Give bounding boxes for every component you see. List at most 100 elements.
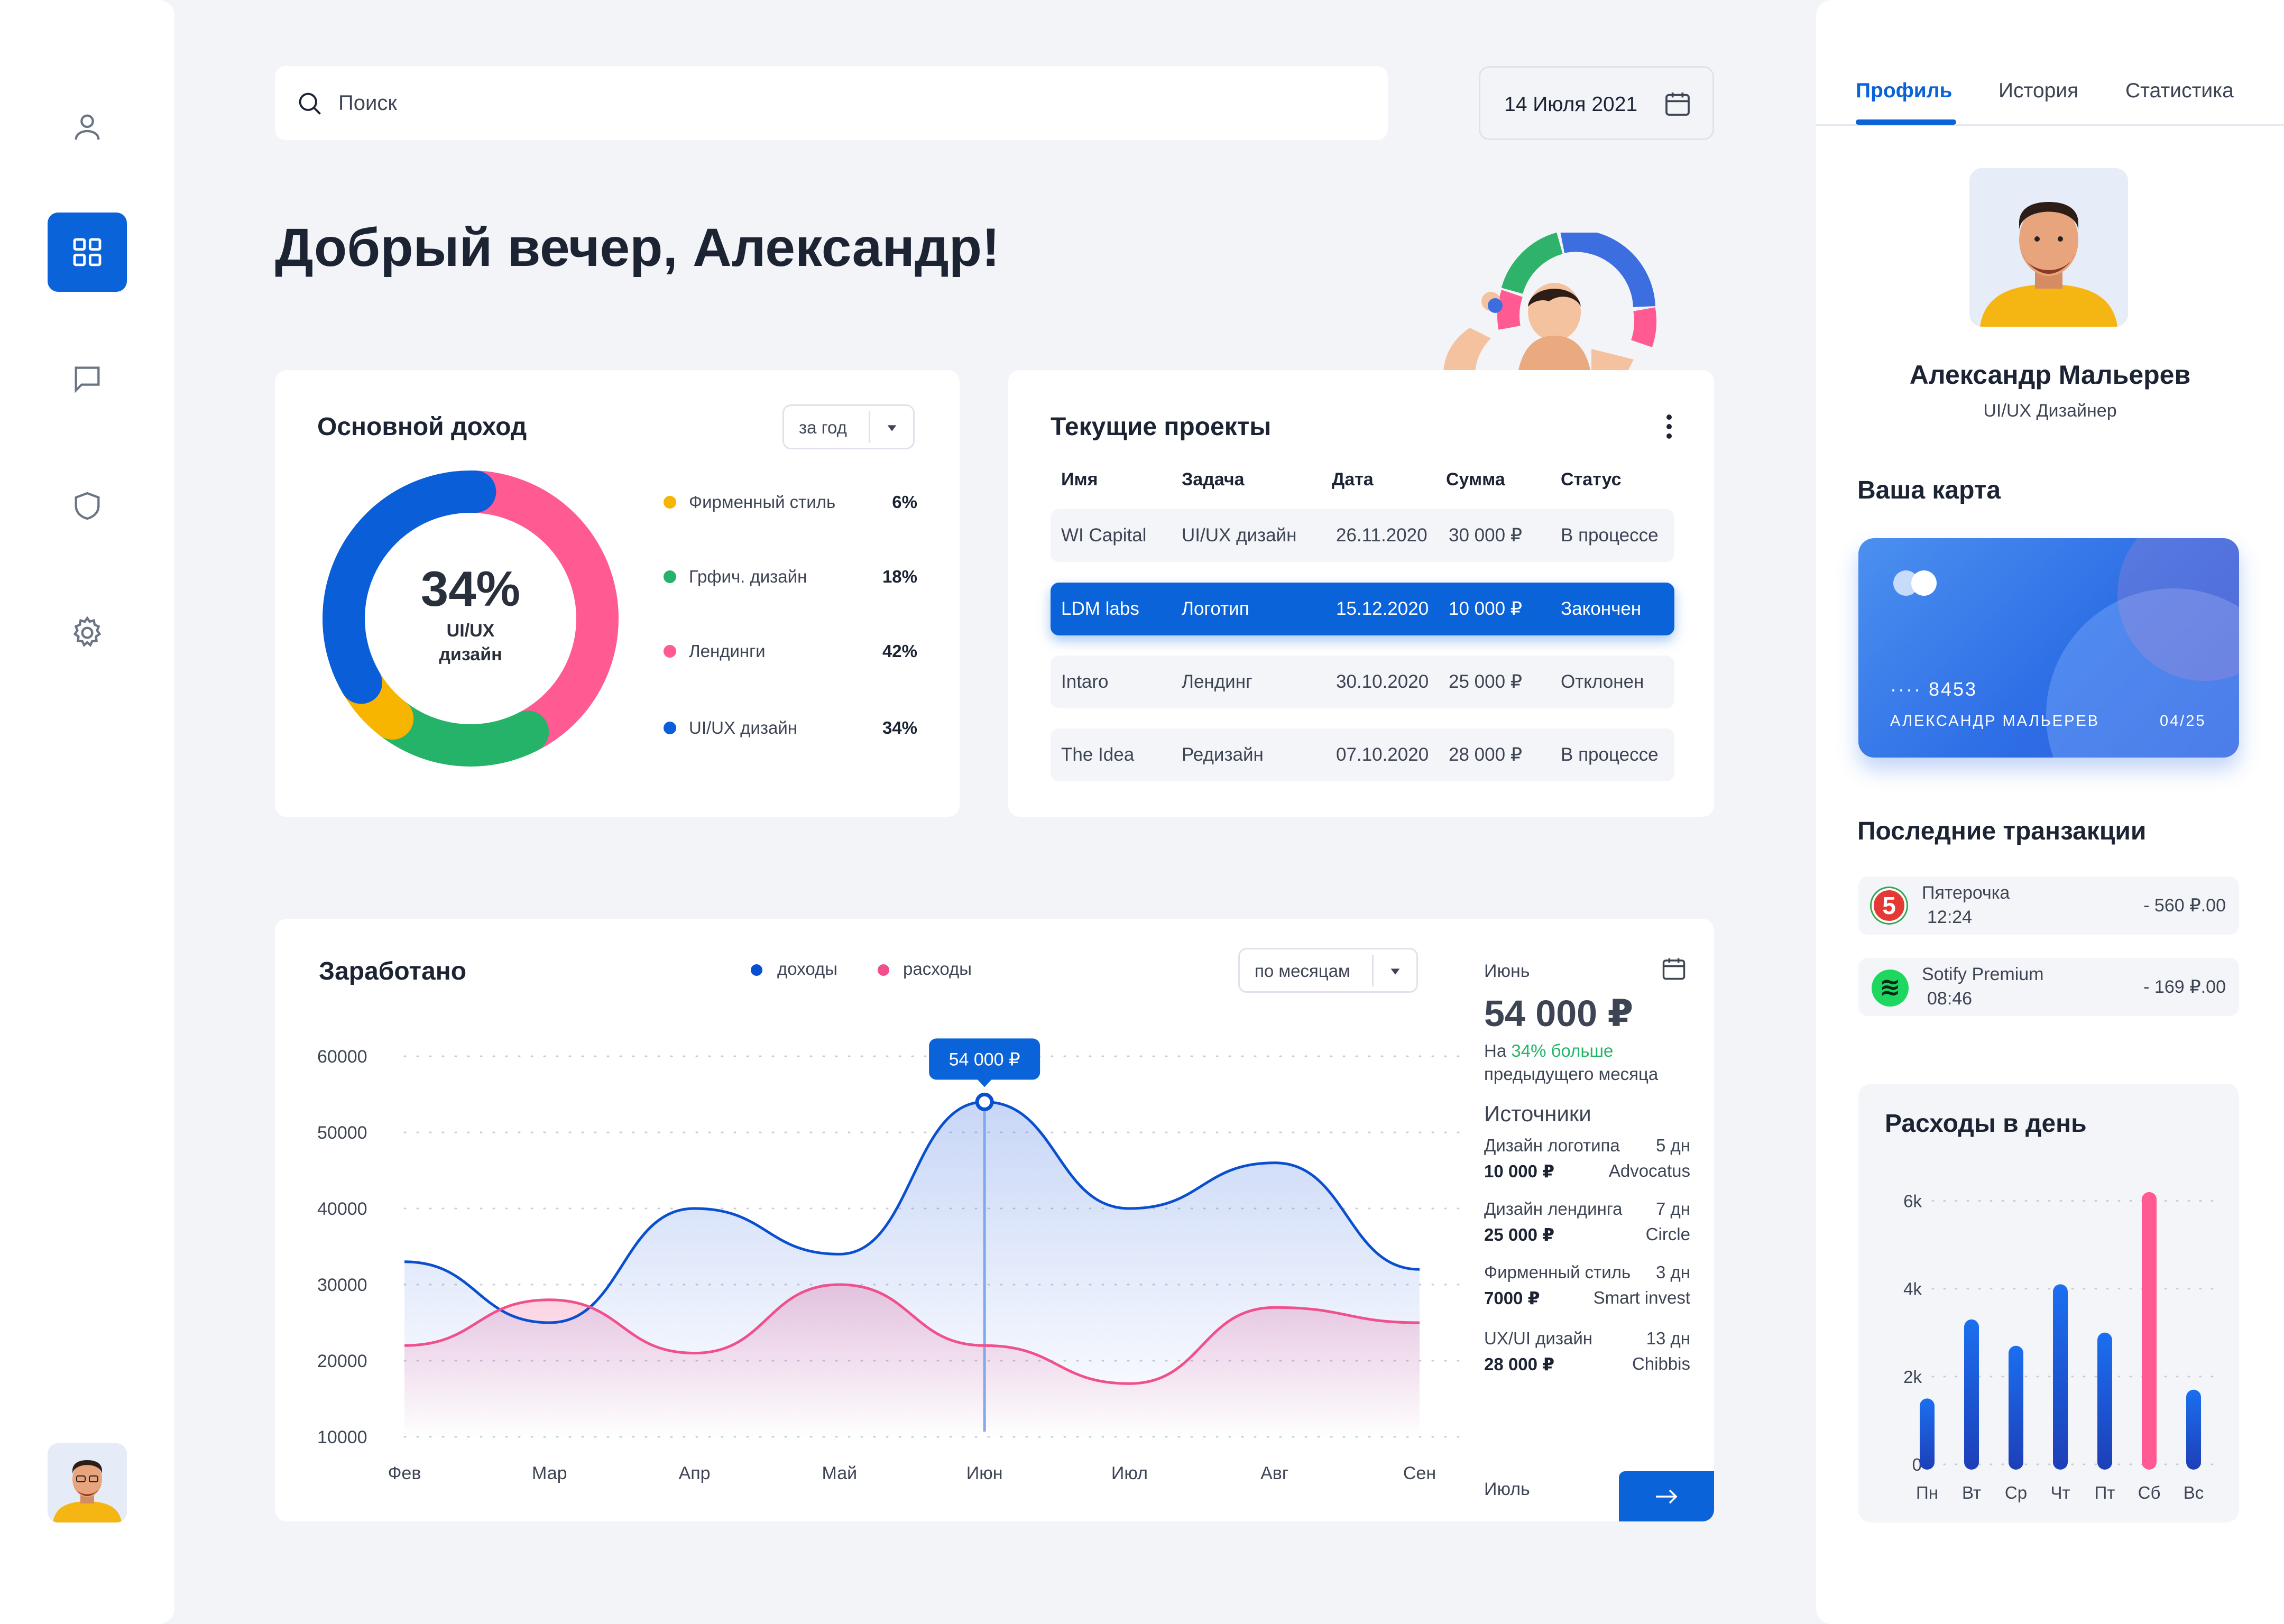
income-period-select[interactable]: за год [782, 404, 915, 449]
daily-expenses-bar-chart: 6k 4k 2k 0 Пн Вт Ср Чт Пт Сб Вс [1903, 1192, 2224, 1502]
source-item[interactable]: Дизайн логотипа 5 дн 10 000 ₽ Advocatus [1484, 1136, 1690, 1188]
y-tick-label: 4k [1903, 1279, 1922, 1299]
y-tick-label: 2k [1903, 1367, 1922, 1387]
right-tabs: Профиль История Статистика [1816, 0, 2284, 126]
source-client: Advocatus [1608, 1161, 1690, 1180]
x-tick-label: Фев [388, 1463, 421, 1483]
source-item[interactable]: Дизайн лендинга 7 дн 25 000 ₽ Circle [1484, 1199, 1690, 1252]
bar[interactable] [2097, 1332, 2112, 1470]
legend-dot [664, 496, 676, 509]
transaction-item[interactable]: ≋ Sotify Premium 08:46 - 169 ₽.00 [1858, 958, 2239, 1016]
transaction-time: 08:46 [1927, 989, 1973, 1009]
legend-dot-income [751, 964, 762, 976]
bar[interactable] [2186, 1389, 2201, 1470]
cell-sum: 25 000 ₽ [1449, 671, 1523, 692]
bar[interactable] [2142, 1192, 2157, 1470]
source-time: 3 дн [1655, 1262, 1690, 1282]
source-item[interactable]: UX/UI дизайн 13 дн 28 000 ₽ Chibbis [1484, 1328, 1690, 1381]
legend-item: Лендинги 42% [664, 635, 917, 667]
next-month-label: Июль [1484, 1479, 1530, 1499]
series-line [404, 1100, 1420, 1324]
side-compare: На 34% больше предыдущего месяца [1484, 1039, 1658, 1086]
table-row[interactable]: WI Capital UI/UX дизайн 26.11.2020 30 00… [1051, 509, 1674, 562]
col-header-status: Статус [1561, 469, 1622, 490]
highlight-point[interactable] [975, 1092, 994, 1111]
bar[interactable] [2053, 1284, 2068, 1470]
right-panel: Профиль История Статистика Александр Мал… [1816, 0, 2284, 1624]
source-amount: 25 000 ₽ [1484, 1225, 1555, 1244]
sidebar [0, 0, 174, 1624]
tab-profile[interactable]: Профиль [1856, 79, 1953, 102]
x-tick-label: Авг [1260, 1463, 1288, 1483]
more-vertical-icon[interactable] [1664, 413, 1674, 440]
area-fill [404, 1102, 1420, 1437]
cell-date: 15.12.2020 [1336, 598, 1429, 619]
earned-legend: доходы расходы [751, 957, 1068, 983]
bar[interactable] [1964, 1319, 1979, 1470]
compare-suffix: предыдущего месяца [1484, 1064, 1659, 1084]
col-header-date: Дата [1332, 469, 1374, 490]
transaction-name: Пятерочка [1922, 883, 2010, 903]
transaction-item[interactable]: 5 Пятерочка 12:24 - 560 ₽.00 [1858, 876, 2239, 935]
legend-pct: 34% [882, 718, 917, 737]
table-row[interactable]: Intaro Лендинг 30.10.2020 25 000 ₽ Откло… [1051, 656, 1674, 708]
transaction-amount: - 560 ₽.00 [2143, 896, 2226, 916]
earned-period-select[interactable]: по месяцам [1238, 948, 1418, 993]
donut-slice [323, 470, 496, 704]
card-brand-icon [1893, 570, 1937, 596]
profile-name: Александр Мальерев [1909, 360, 2191, 390]
source-name: UX/UI дизайн [1484, 1328, 1593, 1348]
earned-line-chart: 60000 50000 40000 30000 20000 10000 54 000 ₽ Фе… [317, 1038, 1460, 1483]
source-amount: 10 000 ₽ [1484, 1161, 1555, 1181]
card-holder: АЛЕКСАНДР МАЛЬЕРЕВ [1890, 713, 2100, 730]
calendar-icon[interactable] [1660, 955, 1688, 982]
next-month-button[interactable] [1619, 1471, 1714, 1521]
search-bar[interactable] [275, 66, 1388, 140]
cell-name: The Idea [1061, 744, 1135, 765]
bar[interactable] [1920, 1398, 1935, 1470]
source-amount: 7000 ₽ [1484, 1288, 1540, 1308]
arrow-right-icon [1656, 1489, 1678, 1503]
transaction-name: Sotify Premium [1922, 964, 2044, 984]
x-tick-label: Сен [1403, 1463, 1436, 1483]
cell-task: Редизайн [1182, 744, 1264, 765]
x-tick-label: Мар [532, 1463, 567, 1483]
cell-task: Логотип [1182, 598, 1249, 619]
table-row[interactable]: The Idea Редизайн 07.10.2020 28 000 ₽ В … [1051, 728, 1674, 781]
compare-prefix: На [1484, 1041, 1507, 1060]
income-card: Основной доход за год 34% UI/UX дизайн Ф… [275, 370, 960, 817]
legend-item: Грфич. дизайн 18% [664, 561, 917, 593]
nav-security[interactable] [48, 466, 127, 546]
donut-slice [454, 470, 619, 753]
nav-settings[interactable] [48, 593, 127, 672]
search-icon [299, 93, 321, 115]
y-tick-label: 60000 [317, 1047, 367, 1067]
search-input[interactable] [338, 87, 1343, 119]
card-title: Ваша карта [1857, 476, 2001, 504]
series-line [404, 1283, 1420, 1385]
x-tick-label: Пн [1916, 1483, 1938, 1502]
source-name: Фирменный стиль [1484, 1262, 1631, 1282]
nav-messages[interactable] [48, 339, 127, 419]
bar[interactable] [2009, 1345, 2023, 1470]
earned-side-panel: Июнь 54 000 ₽ На 34% больше предыдущего … [1484, 951, 1696, 1511]
tab-history[interactable]: История [1998, 79, 2079, 102]
cell-sum: 30 000 ₽ [1449, 525, 1523, 546]
cell-date: 26.11.2020 [1336, 525, 1428, 546]
tooltip-text: 54 000 ₽ [949, 1049, 1020, 1069]
date-picker[interactable]: 14 Июля 2021 [1479, 66, 1714, 140]
source-item[interactable]: Фирменный стиль 3 дн 7000 ₽ Smart invest [1484, 1262, 1690, 1315]
avatar [1969, 168, 2128, 327]
income-legend: Фирменный стиль 6% Грфич. дизайн 18% Ленди… [664, 486, 917, 751]
tab-statistics[interactable]: Статистика [2125, 79, 2234, 102]
donut-center-value: 34% [420, 561, 521, 616]
bank-card[interactable]: ···· 8453 АЛЕКСАНДР МАЛЬЕРЕВ 04/25 [1858, 538, 2239, 758]
sidebar-avatar[interactable] [48, 1443, 127, 1522]
nav-dashboard[interactable] [48, 213, 127, 292]
table-row-selected[interactable]: LDM labs Логотип 15.12.2020 10 000 ₽ Зак… [1051, 583, 1674, 635]
daily-expenses-title: Расходы в день [1885, 1110, 2087, 1138]
nav-profile[interactable] [48, 87, 127, 167]
profile-avatar[interactable] [1969, 168, 2128, 327]
chat-icon [75, 366, 100, 393]
source-client: Smart invest [1593, 1288, 1690, 1307]
